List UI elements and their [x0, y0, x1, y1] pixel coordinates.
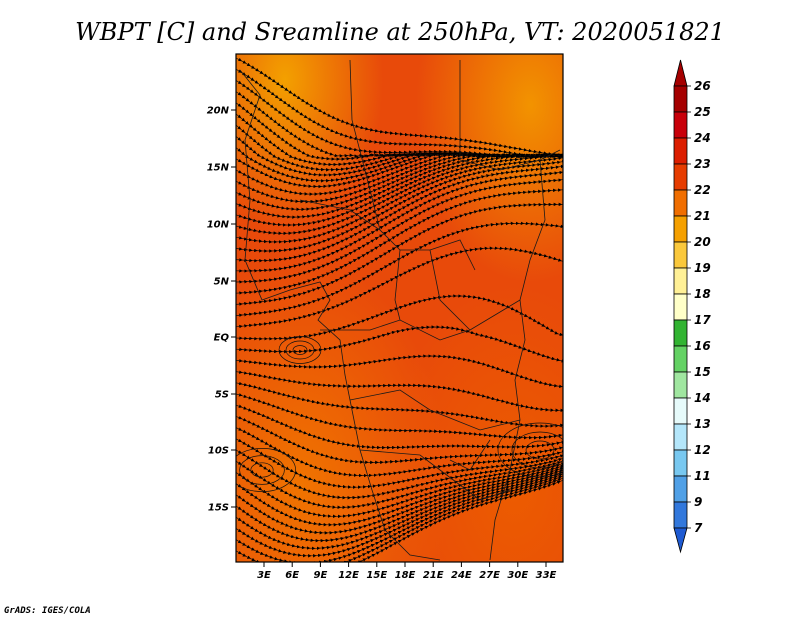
lon-tick-label: 33E	[536, 570, 557, 581]
streamline-swirl	[236, 448, 296, 492]
lon-tick-label: 15E	[366, 570, 387, 581]
streamlines	[236, 57, 563, 562]
colorbar-label: 21	[694, 209, 711, 223]
streamline-swirl	[239, 455, 285, 485]
grads-credit: GrADS: IGES/COLA	[4, 606, 91, 616]
latitude-axis: 20N 15N 10N 5N EQ 5S 10S 15S	[207, 106, 236, 514]
colorbar-label: 15	[694, 365, 711, 379]
colorbar-label: 25	[694, 105, 711, 119]
colorbar-label: 19	[694, 261, 711, 275]
lon-tick-label: 9E	[314, 570, 328, 581]
lat-tick-label: 15S	[208, 503, 229, 514]
colorbar-label: 26	[694, 79, 711, 93]
colorbar-label: 16	[694, 339, 711, 353]
colorbar-swatch	[673, 319, 688, 347]
colorbar-label: 9	[694, 495, 702, 509]
lon-tick-label: 24E	[451, 570, 472, 581]
colorbar-swatch	[673, 475, 688, 503]
streamline	[236, 325, 563, 363]
colorbar-swatch	[673, 267, 688, 295]
streamline-swirl	[278, 336, 322, 364]
lon-tick-label: 3E	[257, 570, 271, 581]
colorbar-label: 20	[694, 235, 711, 249]
colorbar-label: 23	[694, 157, 711, 171]
colorbar-label: 24	[694, 131, 711, 145]
colorbar-swatch	[673, 163, 688, 191]
chart-title: WBPT [C] and Sreamline at 250hPa, VT: 20…	[75, 18, 725, 46]
colorbar-swatch	[673, 397, 688, 425]
colorbar-swatch	[673, 371, 688, 399]
colorbar: 26 25 24 23 22 21 20 19 18 17 16 15 14 13 12 11 9 7	[673, 59, 711, 554]
colorbar-swatch	[673, 85, 688, 113]
lon-tick-label: 30E	[507, 570, 528, 581]
streamline	[236, 479, 563, 562]
colorbar-label: 7	[694, 521, 703, 535]
colorbar-swatch	[673, 215, 688, 243]
lon-tick-label: 27E	[479, 570, 500, 581]
colorbar-swatch	[673, 423, 688, 451]
colorbar-label: 14	[694, 391, 711, 405]
lat-tick-label: 20N	[207, 106, 230, 117]
country-borders	[239, 59, 561, 561]
streamline-swirl	[525, 440, 555, 460]
colorbar-lower-arrow	[673, 527, 688, 554]
colorbar-label: 12	[694, 443, 711, 457]
lon-tick-label: 21E	[423, 570, 444, 581]
lon-tick-label: 6E	[285, 570, 299, 581]
colorbar-upper-arrow	[673, 59, 688, 87]
colorbar-label: 13	[694, 417, 711, 431]
lat-tick-label: EQ	[214, 333, 230, 344]
colorbar-swatch	[673, 449, 688, 477]
lat-tick-label: 10S	[208, 446, 229, 457]
map-frame	[235, 53, 564, 563]
colorbar-label: 17	[694, 313, 711, 327]
colorbar-swatch	[673, 189, 688, 217]
colorbar-swatch	[673, 345, 688, 373]
lat-tick-label: 10N	[207, 220, 230, 231]
lon-tick-label: 12E	[338, 570, 359, 581]
colorbar-swatch	[673, 501, 688, 529]
streamline-swirl	[250, 462, 274, 478]
map-panel: 20N 15N 10N 5N EQ 5S 10S 15S 3E 6E 9E 12E 15E 18E 21E…	[207, 53, 564, 581]
streamline-swirl	[285, 340, 315, 360]
colorbar-swatch	[673, 137, 688, 165]
lat-tick-label: 5S	[215, 390, 229, 401]
streamline-swirl	[511, 431, 563, 469]
colorbar-label: 18	[694, 287, 711, 301]
colorbar-swatch	[673, 111, 688, 139]
lat-tick-label: 15N	[207, 163, 230, 174]
streamline-swirl	[292, 345, 308, 355]
colorbar-swatch	[673, 293, 688, 321]
colorbar-swatch	[673, 241, 688, 269]
longitude-axis: 3E 6E 9E 12E 15E 18E 21E 24E 27E 30E 33E	[257, 562, 557, 581]
lon-tick-label: 18E	[395, 570, 416, 581]
colorbar-label: 11	[694, 469, 711, 483]
lat-tick-label: 5N	[214, 277, 230, 288]
streamline-swirl	[497, 422, 563, 478]
colorbar-label: 22	[694, 183, 711, 197]
